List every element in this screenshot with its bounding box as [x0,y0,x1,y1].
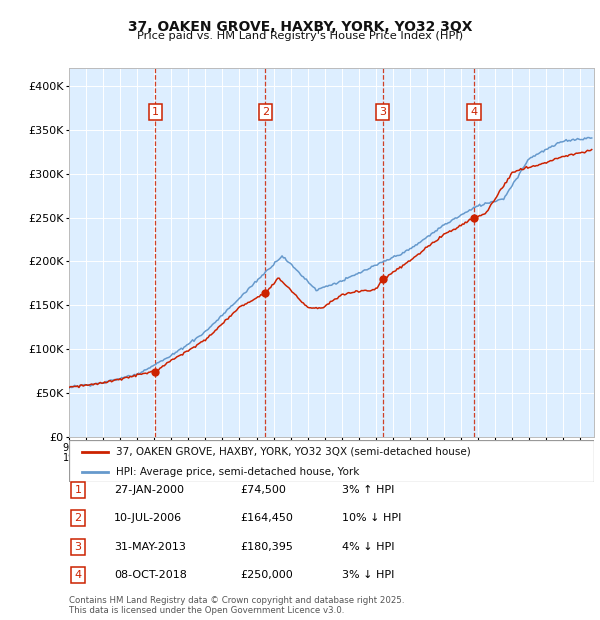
Text: 08-OCT-2018: 08-OCT-2018 [114,570,187,580]
Text: HPI: Average price, semi-detached house, York: HPI: Average price, semi-detached house,… [116,467,359,477]
Text: £180,395: £180,395 [240,542,293,552]
Text: 27-JAN-2000: 27-JAN-2000 [114,485,184,495]
Text: 1: 1 [74,485,82,495]
Text: 37, OAKEN GROVE, HAXBY, YORK, YO32 3QX: 37, OAKEN GROVE, HAXBY, YORK, YO32 3QX [128,20,472,34]
Text: 3% ↑ HPI: 3% ↑ HPI [342,485,394,495]
Text: 2: 2 [74,513,82,523]
Text: £164,450: £164,450 [240,513,293,523]
Text: 4: 4 [74,570,82,580]
Text: Contains HM Land Registry data © Crown copyright and database right 2025.
This d: Contains HM Land Registry data © Crown c… [69,596,404,615]
Text: Price paid vs. HM Land Registry's House Price Index (HPI): Price paid vs. HM Land Registry's House … [137,31,463,41]
Text: 3: 3 [379,107,386,117]
Text: 1: 1 [152,107,159,117]
Text: 4% ↓ HPI: 4% ↓ HPI [342,542,395,552]
Text: 3% ↓ HPI: 3% ↓ HPI [342,570,394,580]
Text: 10-JUL-2006: 10-JUL-2006 [114,513,182,523]
Text: 10% ↓ HPI: 10% ↓ HPI [342,513,401,523]
Text: 4: 4 [470,107,478,117]
Text: 31-MAY-2013: 31-MAY-2013 [114,542,186,552]
Text: 37, OAKEN GROVE, HAXBY, YORK, YO32 3QX (semi-detached house): 37, OAKEN GROVE, HAXBY, YORK, YO32 3QX (… [116,446,471,456]
Text: 3: 3 [74,542,82,552]
Text: £74,500: £74,500 [240,485,286,495]
Text: 2: 2 [262,107,269,117]
Text: £250,000: £250,000 [240,570,293,580]
